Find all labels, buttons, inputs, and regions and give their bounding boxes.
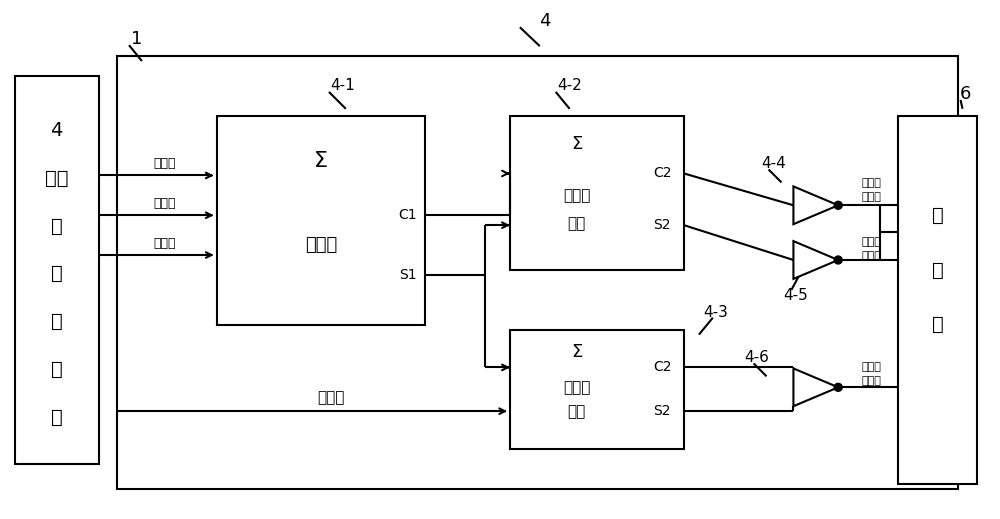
Text: S2: S2 [653, 404, 671, 418]
Text: 找: 找 [51, 264, 62, 283]
Text: 4-1: 4-1 [330, 78, 355, 93]
Text: 一号半: 一号半 [563, 188, 590, 203]
Text: 4-6: 4-6 [744, 350, 769, 365]
Text: C1: C1 [398, 208, 417, 222]
Circle shape [834, 384, 842, 391]
Text: 比: 比 [932, 206, 944, 225]
Bar [217, 116, 425, 325]
Text: S2: S2 [653, 218, 671, 232]
Circle shape [834, 201, 842, 209]
Text: 信息位: 信息位 [154, 197, 176, 210]
Circle shape [834, 256, 842, 264]
Text: 4-4: 4-4 [761, 156, 786, 171]
Text: 配置位: 配置位 [317, 390, 345, 405]
Text: 输入: 输入 [45, 169, 68, 188]
Text: 4-2: 4-2 [557, 78, 582, 93]
Polygon shape [793, 368, 838, 406]
Text: C2: C2 [653, 167, 671, 181]
Polygon shape [793, 186, 838, 224]
Text: 6: 6 [960, 85, 971, 103]
Text: 4-3: 4-3 [703, 305, 728, 320]
Text: 全加器: 全加器 [305, 236, 337, 254]
Text: 校验位: 校验位 [861, 376, 881, 386]
Bar [15, 76, 99, 464]
Text: 信息位: 信息位 [154, 157, 176, 170]
Text: 查: 查 [51, 216, 62, 236]
Text: 二号半: 二号半 [563, 380, 590, 395]
Text: Σ: Σ [571, 343, 582, 361]
Text: 信息位: 信息位 [154, 237, 176, 250]
Text: 伯格码: 伯格码 [861, 362, 881, 373]
Text: 4-5: 4-5 [783, 289, 808, 303]
Text: 单: 单 [51, 360, 62, 379]
Text: S1: S1 [399, 268, 416, 282]
Text: Σ: Σ [571, 134, 582, 153]
Text: 加器: 加器 [567, 216, 586, 230]
Text: 伯格码: 伯格码 [861, 179, 881, 188]
Text: 4: 4 [50, 121, 63, 140]
Text: C2: C2 [653, 360, 671, 374]
Text: Σ: Σ [314, 151, 328, 171]
Text: 较: 较 [932, 261, 944, 279]
Bar [117, 56, 958, 489]
Text: 加器: 加器 [567, 404, 586, 419]
Bar [510, 116, 684, 270]
Text: 4: 4 [539, 12, 551, 30]
Text: 1: 1 [131, 30, 143, 48]
Text: 校验位: 校验位 [861, 251, 881, 261]
Polygon shape [793, 241, 838, 279]
Text: 器: 器 [932, 315, 944, 334]
Bar [510, 330, 684, 449]
Text: 校验位: 校验位 [861, 193, 881, 202]
Text: 元: 元 [51, 407, 62, 427]
Text: 表: 表 [51, 312, 62, 331]
Bar [898, 116, 977, 484]
Text: 伯格码: 伯格码 [861, 237, 881, 247]
